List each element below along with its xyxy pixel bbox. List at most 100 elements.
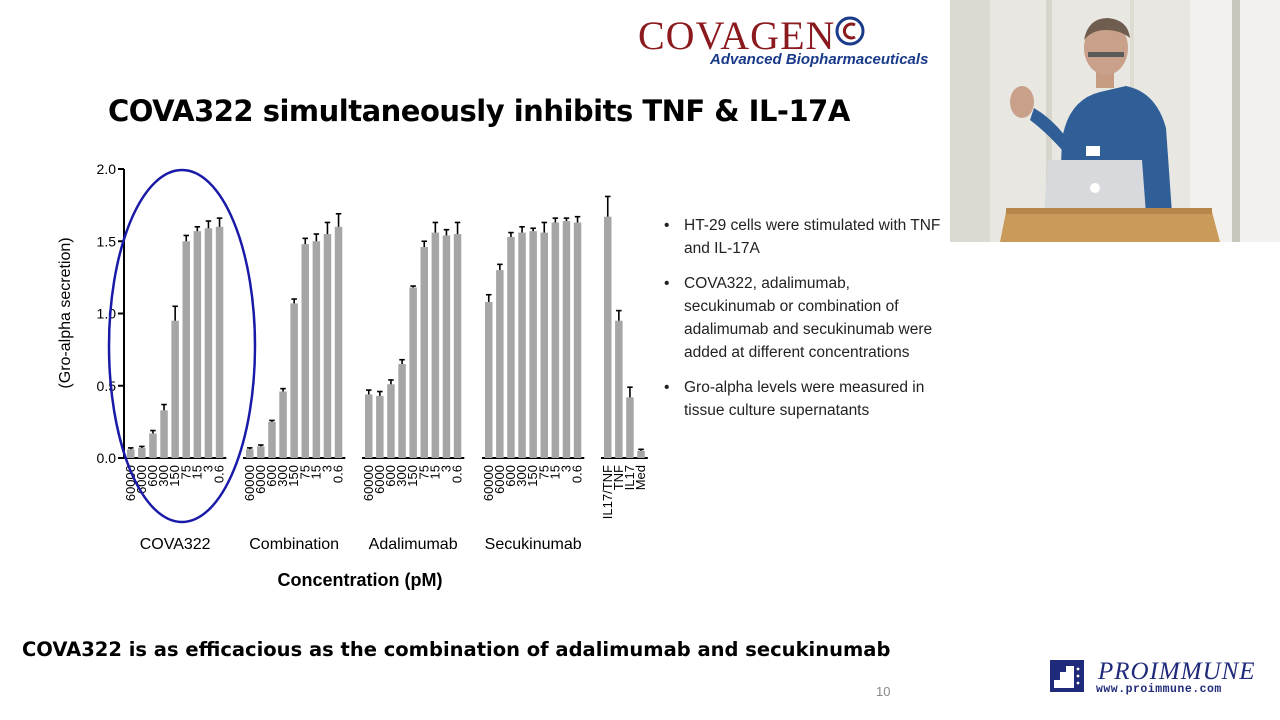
highlight-ellipse: [107, 168, 257, 524]
x-tick-label: 300: [394, 465, 409, 487]
bar: [290, 303, 298, 458]
y-tick-label: 1.0: [97, 306, 117, 322]
bar: [615, 320, 623, 458]
page-number: 10: [876, 684, 891, 699]
bar: [431, 232, 440, 458]
proimmune-url: www.proimmune.com: [1096, 683, 1222, 696]
x-tick-label: 60000: [481, 465, 496, 501]
covagen-emblem-icon: [835, 16, 865, 46]
proimmune-emblem-icon: [1050, 660, 1084, 692]
bar: [160, 410, 168, 458]
group-label: Secukinumab: [485, 536, 582, 553]
x-axis-label: Concentration (pM): [278, 570, 443, 590]
y-axis-label: (Gro-alpha secretion): [57, 237, 74, 388]
bar: [171, 320, 179, 458]
bar: [257, 446, 265, 458]
x-tick-label: 0.6: [450, 465, 465, 483]
bar: [398, 364, 406, 458]
x-tick-label: 75: [178, 465, 193, 479]
x-tick-label: 150: [525, 465, 540, 487]
bar: [540, 232, 548, 458]
bar: [453, 234, 462, 458]
x-tick-label: 15: [547, 465, 562, 479]
x-tick-label: IL17: [622, 465, 637, 490]
bullet-item: HT-29 cells were stimulated with TNF and…: [664, 214, 944, 260]
x-tick-label: 60000: [361, 465, 376, 501]
bar: [301, 244, 309, 458]
bar: [518, 232, 526, 458]
bar: [323, 234, 332, 458]
x-tick-label: TNF: [611, 465, 626, 490]
bar: [138, 447, 146, 458]
bar: [127, 449, 135, 458]
bar: [387, 384, 395, 458]
group-label: Adalimumab: [369, 536, 458, 553]
x-tick-label: 150: [167, 465, 182, 487]
x-tick-label: 3: [319, 465, 334, 472]
speaker-video: [950, 0, 1280, 242]
bar: [409, 287, 417, 458]
bar: [507, 236, 515, 458]
bar: [551, 222, 560, 458]
bar: [376, 395, 384, 458]
x-tick-label: 15: [427, 465, 442, 479]
x-tick-label: 6000: [492, 465, 507, 494]
bar: [312, 241, 321, 458]
x-tick-label: 3: [558, 465, 573, 472]
bar: [496, 270, 504, 458]
bullet-item: COVA322, adalimumab, secukinumab or comb…: [664, 272, 944, 364]
x-tick-label: 600: [264, 465, 279, 487]
bar: [637, 450, 645, 458]
x-tick-label: 15: [189, 465, 204, 479]
x-tick-label: Med: [633, 465, 648, 490]
x-tick-label: 0.6: [212, 465, 227, 483]
bullet-item: Gro-alpha levels were measured in tissue…: [664, 376, 944, 422]
bar: [182, 241, 190, 458]
x-tick-label: 3: [200, 465, 215, 472]
x-tick-label: 600: [503, 465, 518, 487]
y-tick-label: 0.5: [97, 378, 117, 394]
bar: [268, 421, 276, 458]
bar: [626, 397, 634, 458]
bar: [279, 391, 287, 458]
x-tick-label: 0.6: [331, 465, 346, 483]
y-tick-label: 0.0: [97, 450, 117, 466]
bar: [573, 222, 582, 458]
bar: [215, 226, 224, 458]
x-tick-label: 15: [308, 465, 323, 479]
bar-chart: 0.00.51.01.52.0(Gro-alpha secretion)6000…: [57, 161, 648, 590]
x-tick-label: 150: [286, 465, 301, 487]
bullet-list: HT-29 cells were stimulated with TNF and…: [664, 214, 944, 434]
x-tick-label: 600: [383, 465, 398, 487]
bar: [365, 394, 373, 458]
bar: [420, 247, 428, 458]
x-tick-label: 60000: [123, 465, 138, 501]
y-tick-label: 2.0: [97, 161, 117, 177]
bar: [204, 228, 213, 458]
x-tick-label: 150: [405, 465, 420, 487]
bar: [246, 449, 254, 458]
group-label: Combination: [249, 536, 339, 553]
covagen-logo: COVAGEN Advanced Biopharmaceuticals: [636, 12, 936, 72]
x-tick-label: 6000: [372, 465, 387, 494]
proimmune-wordmark: PROIMMUNE: [1098, 658, 1256, 685]
covagen-wordmark: COVAGEN: [638, 13, 836, 58]
group-label: COVA322: [140, 536, 211, 553]
x-tick-label: 600: [145, 465, 160, 487]
x-tick-label: 300: [275, 465, 290, 487]
bar: [442, 235, 451, 458]
x-tick-label: 60000: [242, 465, 257, 501]
conclusion-statement: COVA322 is as efficacious as the combina…: [22, 638, 891, 661]
x-tick-label: 3: [438, 465, 453, 472]
speaker-video-frame: [950, 0, 1280, 242]
x-tick-label: IL17/TNF: [600, 465, 615, 519]
bar: [149, 433, 157, 458]
x-tick-label: 6000: [253, 465, 268, 494]
bar: [193, 231, 202, 458]
x-tick-label: 300: [156, 465, 171, 487]
bar: [485, 301, 493, 458]
slide-title: COVA322 simultaneously inhibits TNF & IL…: [108, 94, 850, 128]
x-tick-label: 300: [514, 465, 529, 487]
x-tick-label: 75: [536, 465, 551, 479]
bar: [604, 216, 612, 458]
